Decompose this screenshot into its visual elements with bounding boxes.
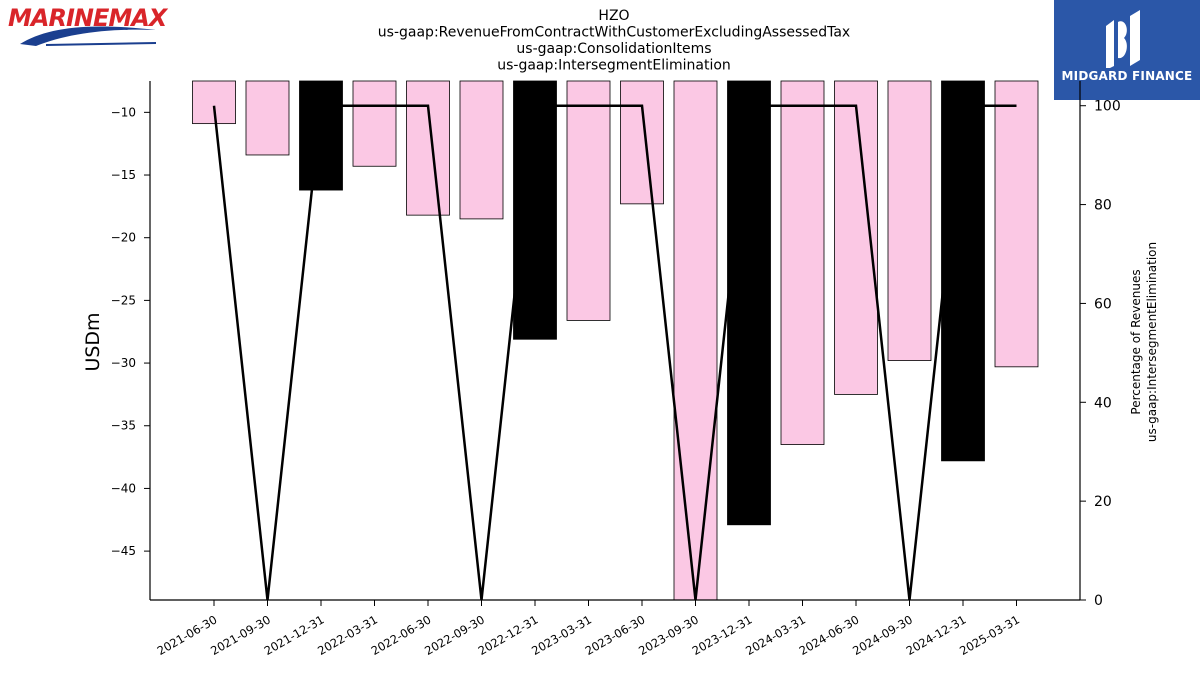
- y-tick-label: −35: [111, 419, 136, 433]
- chart-title-line: us-gaap:IntersegmentElimination: [497, 58, 731, 74]
- chart-title-line: us-gaap:RevenueFromContractWithCustomerE…: [378, 25, 850, 41]
- x-tick-label: 2023-06-30: [583, 612, 648, 658]
- y-right-tick-label: 0: [1094, 593, 1103, 609]
- x-tick-label: 2023-09-30: [636, 612, 701, 658]
- bar: [673, 80, 718, 601]
- y-tick-label: −45: [111, 544, 136, 558]
- y-tick-label: −25: [111, 293, 136, 307]
- percentage-line-series: [212, 104, 1017, 601]
- x-tick-label: 2021-09-30: [208, 612, 273, 658]
- x-axis-ticks: 2021-06-302021-09-302021-12-312022-03-31…: [155, 600, 1022, 658]
- x-tick-label: 2024-12-31: [904, 612, 969, 658]
- y-tick-label: −15: [111, 168, 136, 182]
- y-right-tick-label: 40: [1094, 395, 1112, 411]
- marinemax-wave-icon: [20, 26, 156, 46]
- x-tick-label: 2022-06-30: [369, 612, 434, 658]
- bar: [352, 80, 397, 167]
- bar: [513, 80, 557, 340]
- x-tick-label: 2023-03-31: [529, 612, 594, 658]
- y-axis-right-label-line2: us-gaap:IntersegmentElimination: [1145, 242, 1159, 442]
- bar-series: [192, 80, 1039, 601]
- chart-title-line: us-gaap:ConsolidationItems: [516, 41, 711, 57]
- bar: [727, 80, 771, 526]
- x-tick-label: 2022-12-31: [476, 612, 541, 658]
- y-axis-left-ticks: −10 −15 −20 −25 −30 −35 −40 −45: [111, 105, 150, 558]
- y-tick-label: −20: [111, 231, 136, 245]
- bar: [780, 80, 825, 445]
- bar: [245, 80, 290, 156]
- axes: [149, 81, 1081, 601]
- x-tick-label: 2021-12-31: [262, 612, 327, 658]
- y-axis-left-label: USDm: [82, 312, 104, 371]
- chart-title-line: HZO: [598, 8, 629, 24]
- x-tick-label: 2024-03-31: [743, 612, 808, 658]
- y-tick-label: −30: [111, 356, 136, 370]
- x-tick-label: 2023-12-31: [690, 612, 755, 658]
- midgard-finance-icon: [1106, 10, 1140, 68]
- y-right-tick-label: 20: [1094, 494, 1112, 510]
- y-axis-right-ticks: 0 20 40 60 80 100: [1080, 99, 1121, 609]
- midgard-finance-text: MIDGARD FINANCE: [1061, 69, 1193, 83]
- bar: [887, 80, 932, 361]
- bar: [994, 80, 1039, 368]
- x-tick-label: 2024-06-30: [797, 612, 862, 658]
- marinemax-logo: MARINEMAX: [6, 4, 167, 48]
- bar: [566, 80, 611, 321]
- midgard-finance-logo: MIDGARD FINANCE: [1054, 0, 1200, 100]
- x-tick-label: 2025-03-31: [957, 612, 1022, 658]
- bar: [941, 80, 985, 462]
- chart-title: HZOus-gaap:RevenueFromContractWithCustom…: [378, 8, 850, 74]
- y-right-tick-label: 100: [1094, 99, 1121, 115]
- y-right-tick-label: 80: [1094, 198, 1112, 214]
- y-right-tick-label: 60: [1094, 296, 1112, 312]
- y-tick-label: −40: [111, 481, 136, 495]
- bar: [620, 80, 664, 205]
- y-axis-right-label-line1: Percentage of Revenues: [1129, 269, 1143, 414]
- percentage-line: [212, 104, 1017, 601]
- bar: [299, 80, 343, 191]
- bar: [459, 80, 504, 220]
- x-tick-label: 2022-03-31: [315, 612, 380, 658]
- x-tick-label: 2021-06-30: [155, 612, 220, 658]
- bar: [406, 80, 450, 216]
- x-tick-label: 2022-09-30: [422, 612, 487, 658]
- x-tick-label: 2024-09-30: [850, 612, 915, 658]
- y-tick-label: −10: [111, 105, 136, 119]
